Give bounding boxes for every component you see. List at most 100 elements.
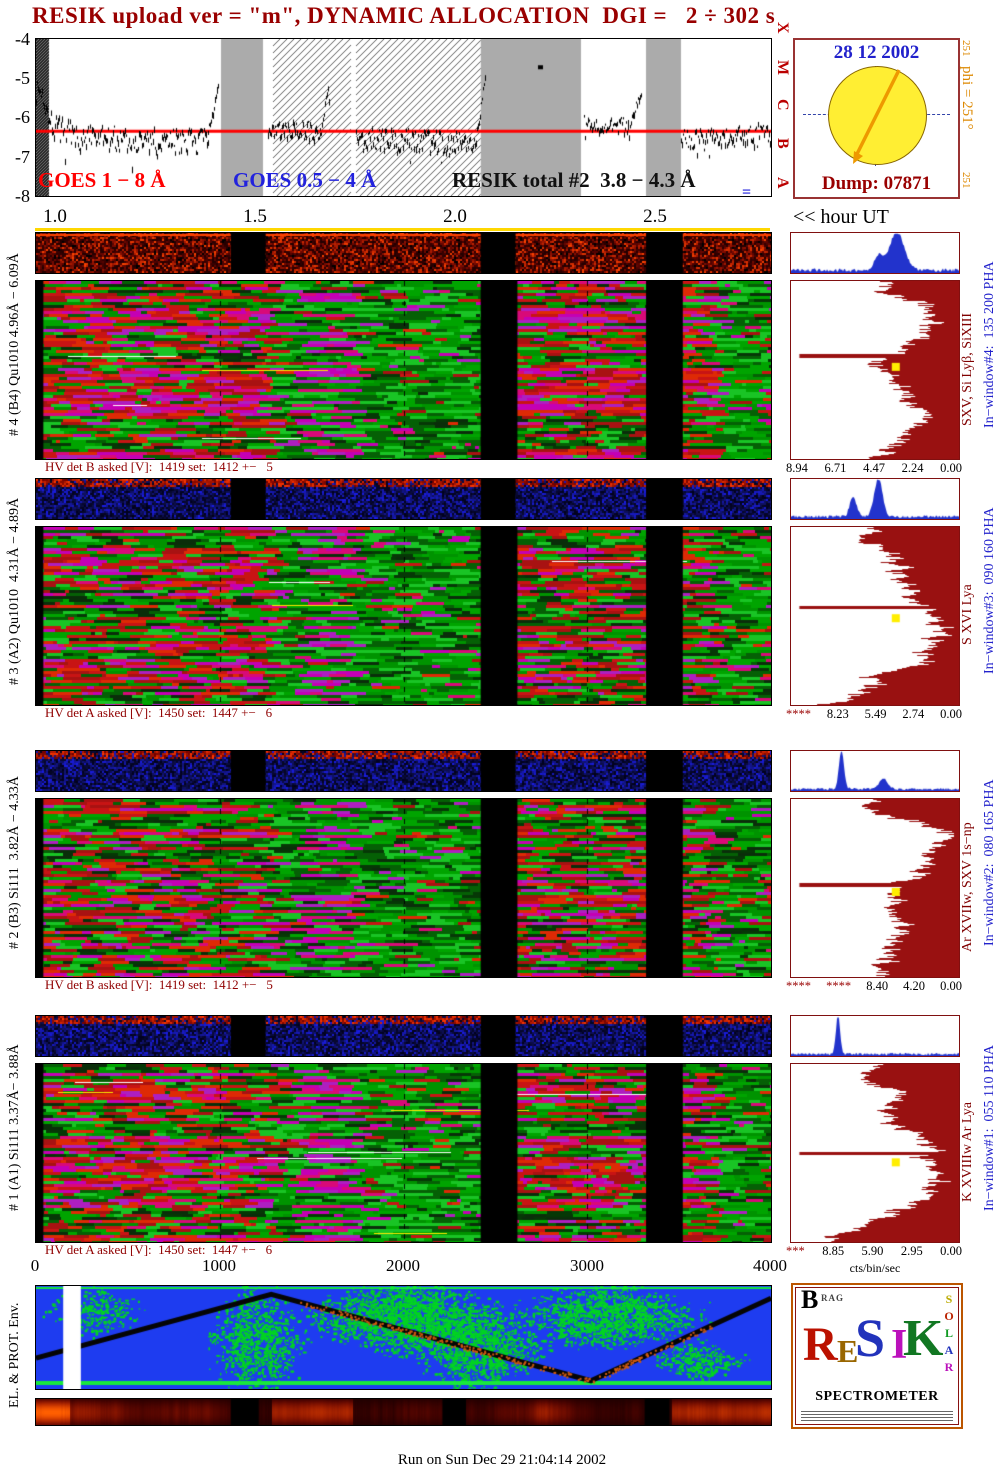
bin-axis-tick: 3000: [570, 1256, 604, 1275]
observation-date: 28 12 2002: [833, 42, 920, 63]
blue-hist-canvas-3: [790, 478, 960, 520]
goes-legend-resik: RESIK total #2 3.8 − 4.3 Å: [452, 168, 696, 192]
goes-legend-long: GOES 1 − 8 Å: [38, 168, 166, 192]
hist-axis-value: ****: [826, 979, 852, 993]
hist-axis-value: ****: [786, 979, 811, 993]
goes-blue-trace-tick: =: [742, 184, 752, 201]
goes-ytick: -8: [15, 186, 30, 206]
section-line-label-2: Ar XVIIw, SXV 1s−np: [960, 822, 975, 952]
panel-canvas-4: [35, 280, 772, 460]
hist-axis-value: 2.74: [902, 707, 925, 721]
strip-canvas-3: [35, 478, 772, 520]
hist-axis-value: 0.00: [940, 979, 962, 993]
section-line-label-3: S XVI Lya: [960, 584, 975, 646]
hv-status-line-1: HV det A asked [V]: 1450 set: 1447 +− 6: [45, 1242, 273, 1257]
goes-plot-canvas: [35, 38, 772, 197]
strip-canvas-2: [35, 750, 772, 792]
goes-class-letter: C: [774, 99, 791, 111]
cts-units-label: cts/bin/sec: [849, 1261, 901, 1275]
section-line-label-1: K XVIIIw Ar Lya: [960, 1102, 975, 1202]
pointing-arrow-icon: [853, 69, 901, 164]
separator-line: [35, 228, 770, 231]
bin-axis-tick: 2000: [386, 1256, 420, 1275]
goes-ytick: -7: [15, 147, 30, 167]
logo-letter-b: B: [801, 1285, 819, 1314]
page-title: RESIK upload ver = "m", DYNAMIC ALLOCATI…: [32, 3, 776, 28]
goes-xtick: 1.0: [43, 206, 67, 227]
goes-xtick: 1.5: [243, 206, 267, 227]
hist-axis-value: 2.24: [901, 461, 924, 475]
goes-xtick: 2.0: [443, 206, 467, 227]
panel-canvas-3: [35, 526, 772, 706]
logo-inner-frame: [795, 1287, 959, 1425]
goes-ytick: -6: [15, 107, 30, 127]
phi-tick-top: 251: [960, 40, 972, 57]
hist-axis-value: 8.40: [866, 979, 889, 993]
strip-canvas-4: [35, 232, 772, 274]
section-left-label-2: # 2 (B3) Si111 3.82Å − 4.33Å: [7, 776, 22, 950]
goes-class-letter: B: [774, 138, 791, 149]
blue-hist-canvas-1: [790, 1015, 960, 1057]
hist-axis-value: 2.95: [900, 1244, 923, 1258]
goes-class-letter: A: [774, 177, 791, 189]
goes-legend-short: GOES 0.5 − 4 Å: [233, 168, 377, 192]
red-hist-canvas-1: [790, 1063, 960, 1243]
phi-tick-bottom: 251: [960, 172, 972, 189]
orbit-map-canvas: [35, 1285, 772, 1390]
blue-hist-canvas-4: [790, 232, 960, 274]
hist-axis-row-2: **** **** 8.40 4.20 0.00: [786, 979, 962, 994]
hist-axis-value: 4.47: [863, 461, 885, 475]
phi-angle-label: phi = 251°: [959, 66, 975, 130]
hist-axis-value: 8.23: [826, 707, 849, 721]
hist-axis-value: 5.90: [861, 1244, 884, 1258]
dump-number: Dump: 07871: [821, 173, 932, 194]
hist-axis-value: 6.71: [824, 461, 847, 475]
hour-axis-label: << hour UT: [793, 206, 889, 228]
hist-axis-value: ***: [786, 1244, 805, 1258]
blue-hist-canvas-2: [790, 750, 960, 792]
section-window-label-2: In−window#2: 080 165 PHA: [982, 779, 997, 947]
bin-axis-tick: 4000: [753, 1256, 787, 1275]
section-line-label-4: SXV, Si Lyβ, SiXIII: [960, 312, 975, 426]
section-left-label-3: # 3 (A2) Qu1010 4.31Å − 4.89Å: [7, 497, 22, 685]
hist-axis-value: 8.85: [822, 1244, 845, 1258]
env-strip-canvas: [35, 1398, 772, 1426]
sun-pointing-panel: 28 12 2002 Dump: 07871: [793, 38, 960, 199]
hist-axis-value: 4.20: [903, 979, 926, 993]
hist-axis-value: ****: [786, 707, 811, 721]
hv-status-line-2: HV det B asked [V]: 1419 set: 1412 +− 5: [45, 977, 273, 992]
hist-axis-row-1: *** 8.85 5.90 2.95 0.00: [786, 1244, 962, 1259]
section-window-label-1: In−window#1: 055 110 PHA: [982, 1044, 997, 1212]
hist-axis-value: 5.49: [864, 707, 887, 721]
goes-ytick: -5: [15, 68, 30, 88]
hist-axis-row-3: **** 8.23 5.49 2.74 0.00: [786, 707, 962, 722]
logo-fine-print: [801, 1411, 953, 1423]
goes-class-letter: M: [774, 60, 791, 76]
red-hist-canvas-3: [790, 526, 960, 706]
panel-canvas-1: [35, 1063, 772, 1243]
section-left-label-1: # 1 (A1) Si111 3.37Å− 3.88Å: [7, 1044, 22, 1212]
hist-axis-value: 0.00: [940, 707, 962, 721]
section-window-label-3: In−window#3: 090 160 PHA: [982, 507, 997, 675]
bin-axis-tick: 1000: [202, 1256, 236, 1275]
bin-axis-tick: 0: [30, 1256, 40, 1275]
logo-rag-text: RAG: [821, 1293, 844, 1303]
hv-status-line-4: HV det B asked [V]: 1419 set: 1412 +− 5: [45, 459, 273, 474]
goes-ytick: -4: [15, 29, 30, 49]
panel-canvas-2: [35, 798, 772, 978]
section-window-label-4: In−window#4: 135 200 PHA: [982, 261, 997, 429]
logo-spectrometer-text: SPECTROMETER: [815, 1389, 939, 1404]
strip-canvas-1: [35, 1015, 772, 1057]
goes-class-letter: X: [774, 22, 791, 34]
red-hist-canvas-2: [790, 798, 960, 978]
run-timestamp: Run on Sun Dec 29 21:04:14 2002: [397, 1452, 607, 1468]
goes-xtick: 2.5: [643, 206, 667, 227]
hist-axis-value: 8.94: [786, 461, 808, 475]
hist-axis-row-4: 8.94 6.71 4.47 2.24 0.00: [786, 461, 962, 476]
hist-axis-value: 0.00: [940, 461, 962, 475]
hv-status-line-3: HV det A asked [V]: 1450 set: 1447 +− 6: [45, 705, 273, 720]
hist-axis-value: 0.00: [940, 1244, 962, 1258]
